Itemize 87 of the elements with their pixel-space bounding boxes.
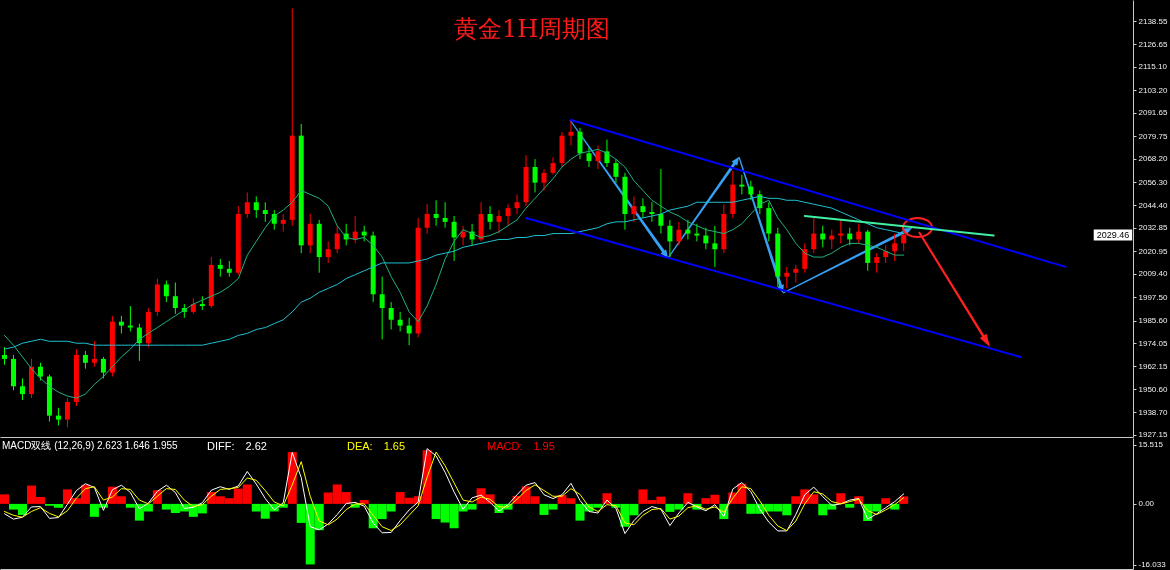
candlestick: [532, 158, 538, 193]
candlestick: [586, 146, 592, 168]
candlestick: [334, 225, 340, 254]
candlestick: [442, 201, 448, 229]
chart-title: MACD双线 (12,26,9) 2.623 1.646 1.955: [2, 440, 179, 451]
candlestick: [487, 205, 493, 231]
text: MACD:: [487, 440, 523, 452]
candlestick: [568, 119, 574, 146]
candlestick: [811, 217, 817, 254]
candlestick: [397, 311, 403, 332]
candlestick: [784, 266, 790, 289]
candlestick: [874, 252, 880, 274]
y-tick-label: 1974.05: [1138, 338, 1168, 348]
candlestick: [901, 231, 907, 252]
y-tick-label: 15.515: [1138, 440, 1164, 450]
annotation: 1.95: [533, 440, 555, 452]
candlestick: [631, 195, 637, 223]
y-tick-label: 2020.95: [1138, 246, 1168, 256]
y-tick-label: 2079.75: [1138, 131, 1168, 141]
candlestick: [667, 219, 673, 258]
candlestick: [433, 199, 439, 227]
candlestick: [685, 219, 691, 240]
candlestick: [577, 127, 583, 160]
candlestick: [496, 209, 502, 235]
candlestick: [739, 174, 745, 195]
candlestick: [262, 201, 268, 223]
candlestick: [19, 377, 25, 401]
candlestick: [748, 180, 754, 201]
candlestick: [406, 317, 412, 346]
candlestick: [253, 195, 259, 219]
candlestick: [595, 144, 601, 170]
y-tick-label: 1938.70: [1138, 407, 1168, 417]
candlestick: [163, 280, 169, 303]
candlestick: [64, 397, 70, 428]
candlestick: [703, 227, 709, 250]
text: 黄金1H周期图: [453, 15, 611, 43]
y-tick-label: 1962.15: [1138, 361, 1168, 371]
y-tick-label: 2115.10: [1138, 62, 1168, 72]
candlestick: [892, 233, 898, 262]
y-tick-label: 2091.65: [1138, 108, 1168, 118]
y-tick-label: -16.033: [1138, 560, 1167, 570]
candlestick: [388, 301, 394, 331]
text: DEA:: [347, 440, 373, 452]
bar: [881, 498, 891, 504]
y-tick-label: 2044.40: [1138, 200, 1168, 210]
y-tick-label: 2056.30: [1138, 177, 1168, 187]
y-tick-label: 2126.65: [1138, 39, 1168, 49]
candlestick: [802, 242, 808, 274]
candlestick: [379, 276, 385, 340]
bar: [683, 493, 693, 504]
y-tick-label: 2103.20: [1138, 85, 1168, 95]
candlestick: [604, 139, 610, 168]
candlestick: [649, 201, 655, 223]
candlestick: [613, 158, 619, 184]
candlestick: [451, 215, 457, 262]
y-tick-label: 1950.60: [1138, 384, 1168, 394]
candlestick: [838, 219, 844, 244]
y-tick-label: 2068.20: [1138, 154, 1168, 164]
candlestick: [91, 340, 97, 368]
y-tick-label: 2138.55: [1138, 16, 1168, 26]
annotation: 2.62: [245, 440, 267, 452]
bar: [845, 503, 855, 508]
candlestick: [640, 197, 646, 219]
bar: [0, 494, 9, 504]
candlestick: [172, 282, 178, 315]
candlestick: [325, 240, 331, 264]
candlestick: [676, 221, 682, 246]
candlestick: [856, 223, 862, 244]
candlestick: [505, 203, 511, 227]
candlestick: [694, 223, 700, 242]
text: DIFF:: [207, 440, 235, 452]
y-tick-label: 2032.85: [1138, 223, 1168, 233]
annotation: 1.65: [383, 440, 406, 452]
candlestick: [514, 193, 520, 215]
y-tick-label: 1927.15: [1138, 430, 1168, 440]
candlestick: [541, 168, 547, 191]
candlestick: [712, 225, 718, 268]
candlestick: [424, 203, 430, 235]
y-tick-label: 2009.40: [1138, 269, 1168, 279]
y-tick-label: 1985.60: [1138, 316, 1168, 326]
candlestick: [307, 213, 313, 254]
candlestick: [244, 191, 250, 219]
y-tick-label: 0.00: [1138, 499, 1155, 509]
y-tick-label: 1997.50: [1138, 292, 1168, 302]
candlestick: [100, 356, 106, 379]
candlestick: [127, 305, 133, 332]
candlestick: [658, 168, 664, 235]
